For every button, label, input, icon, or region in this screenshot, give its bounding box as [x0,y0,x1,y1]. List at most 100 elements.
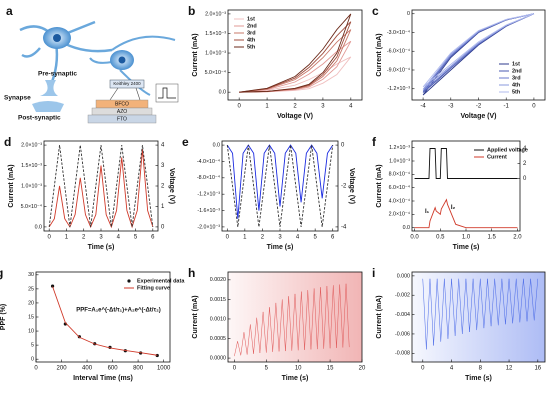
legend-marker [127,279,131,283]
x-tick-label: 15 [327,366,334,372]
y-tick-label: 8.0×10⁻⁴ [389,172,411,178]
panel-label: b [188,4,195,18]
series-line [239,40,352,93]
y-tick-label: 20 [28,300,34,306]
x-tick-label: 1 [265,104,269,110]
y-tick-label: -6.0×10⁻⁴ [387,49,411,55]
x-axis-label: Time (s) [282,375,309,382]
x-tick-label: 8 [479,366,483,372]
y2-tick-label: 0 [523,176,527,182]
panel-label: d [4,135,11,149]
x-axis-label: Time (s) [88,244,115,251]
x-tick-label: 0 [237,104,241,110]
y2-tick-label: 1 [161,204,165,210]
x-tick-label: 0 [532,104,536,110]
plot-background [228,272,362,362]
series-line [226,144,334,219]
x-tick-label: 1000 [157,366,171,372]
x-axis-label: Time (s) [267,244,294,251]
y-tick-label: 1.5×10⁻³ [205,31,226,37]
layer-label: AZO [117,109,127,115]
y-tick-label: -3.0×10⁻⁴ [387,30,411,36]
x-tick-label: -4 [420,104,426,110]
y-tick-label: -4.0×10⁻⁴ [197,159,221,165]
y-tick-label: -8.0×10⁻⁴ [197,175,221,181]
x-tick-label: 1 [65,235,69,241]
plot-frame [411,271,546,363]
legend-label: Applied voltage [487,147,528,153]
x-tick-label: 20 [359,366,366,372]
x-tick-label: 1.5 [488,235,497,241]
x-tick-label: -1 [504,104,510,110]
legend-label: 3rd [512,75,521,81]
x-axis-label: Time (s) [453,244,480,251]
y-axis-label: PPF (%) [0,304,7,330]
panel-label: e [182,135,189,149]
y-tick-label: 30 [28,272,34,278]
y-axis-label: Current (mA) [8,164,15,207]
y2-tick-label: 2 [161,184,165,190]
x-axis-label: Time (s) [465,375,492,382]
x-tick-label: 2 [261,235,265,241]
y2-tick-label: 0 [161,224,165,230]
x-tick-label: 5 [134,235,138,241]
y-tick-label: 0 [31,357,34,363]
x-tick-label: -3 [448,104,454,110]
y-tick-label: -1.2×10⁻³ [387,86,410,92]
x-tick-label: 0.5 [436,235,445,241]
y-tick-label: -0.002 [395,293,410,299]
legend-label: Fitting curve [137,285,170,291]
x-tick-label: 0 [421,366,425,372]
y-tick-label: -0.006 [395,331,410,337]
series-line [422,13,535,92]
annotation: PPF=A₁e^(-Δt/τ₁)+A₂e^(-Δt/τ₂) [76,307,161,313]
x-tick-label: 0 [48,235,52,241]
y-tick-label: -1.2×10⁻³ [197,192,220,198]
series-line [239,56,352,93]
panel-label: h [188,266,195,280]
legend-label: 3rd [247,30,256,36]
x-tick-label: 2.0 [513,235,522,241]
x-tick-label: 5 [313,235,317,241]
pulse-icon [158,87,176,99]
diagram-label: Pre-synaptic [38,71,77,78]
y-tick-label: 0.0020 [210,277,226,283]
legend-label: 2nd [247,23,257,29]
series-line [422,278,539,350]
legend-label: 5th [512,89,521,95]
y-tick-label: 5.0×10⁻⁴ [205,70,227,76]
legend-label: 4th [512,82,521,88]
y-tick-label: 0.0 [35,224,42,230]
pulse-box [155,83,179,103]
x-tick-label: 0.0 [410,235,419,241]
y-tick-label: 2.0×10⁻⁴ [389,212,411,218]
y-tick-label: 0.000 [397,273,410,279]
x-tick-label: -2 [476,104,482,110]
x-tick-label: 4 [450,366,454,372]
y-tick-label: 1.0×10⁻³ [205,50,226,56]
y2-tick-label: 3 [161,163,165,169]
synapse-pre [40,80,58,96]
x-tick-label: 800 [133,366,144,372]
series-line [48,149,154,229]
y-tick-label: 0 [407,11,410,17]
x-tick-label: 2 [293,104,297,110]
panel-label: g [0,266,3,280]
y-tick-label: 4.0×10⁻⁴ [389,198,411,204]
y-tick-label: -2.0×10⁻³ [197,224,220,230]
x-tick-label: 12 [506,366,513,372]
legend-label: 1st [247,16,255,22]
panel-label: f [372,135,377,149]
layer-label: BFCO [115,101,129,107]
legend-label: 5th [247,44,256,50]
series-line [239,13,352,93]
y-tick-label: 0.0010 [210,316,226,322]
series-line [422,13,535,90]
x-tick-label: 0 [226,235,230,241]
x-tick-label: 1 [243,235,247,241]
y-tick-label: 2.0×10⁻³ [205,11,226,17]
x-axis-label: Interval Time (ms) [73,375,133,382]
legend-label: 1st [512,61,520,67]
diagram-label: Keithley 2400 [113,81,141,86]
y-tick-label: -1.6×10⁻³ [197,208,220,214]
